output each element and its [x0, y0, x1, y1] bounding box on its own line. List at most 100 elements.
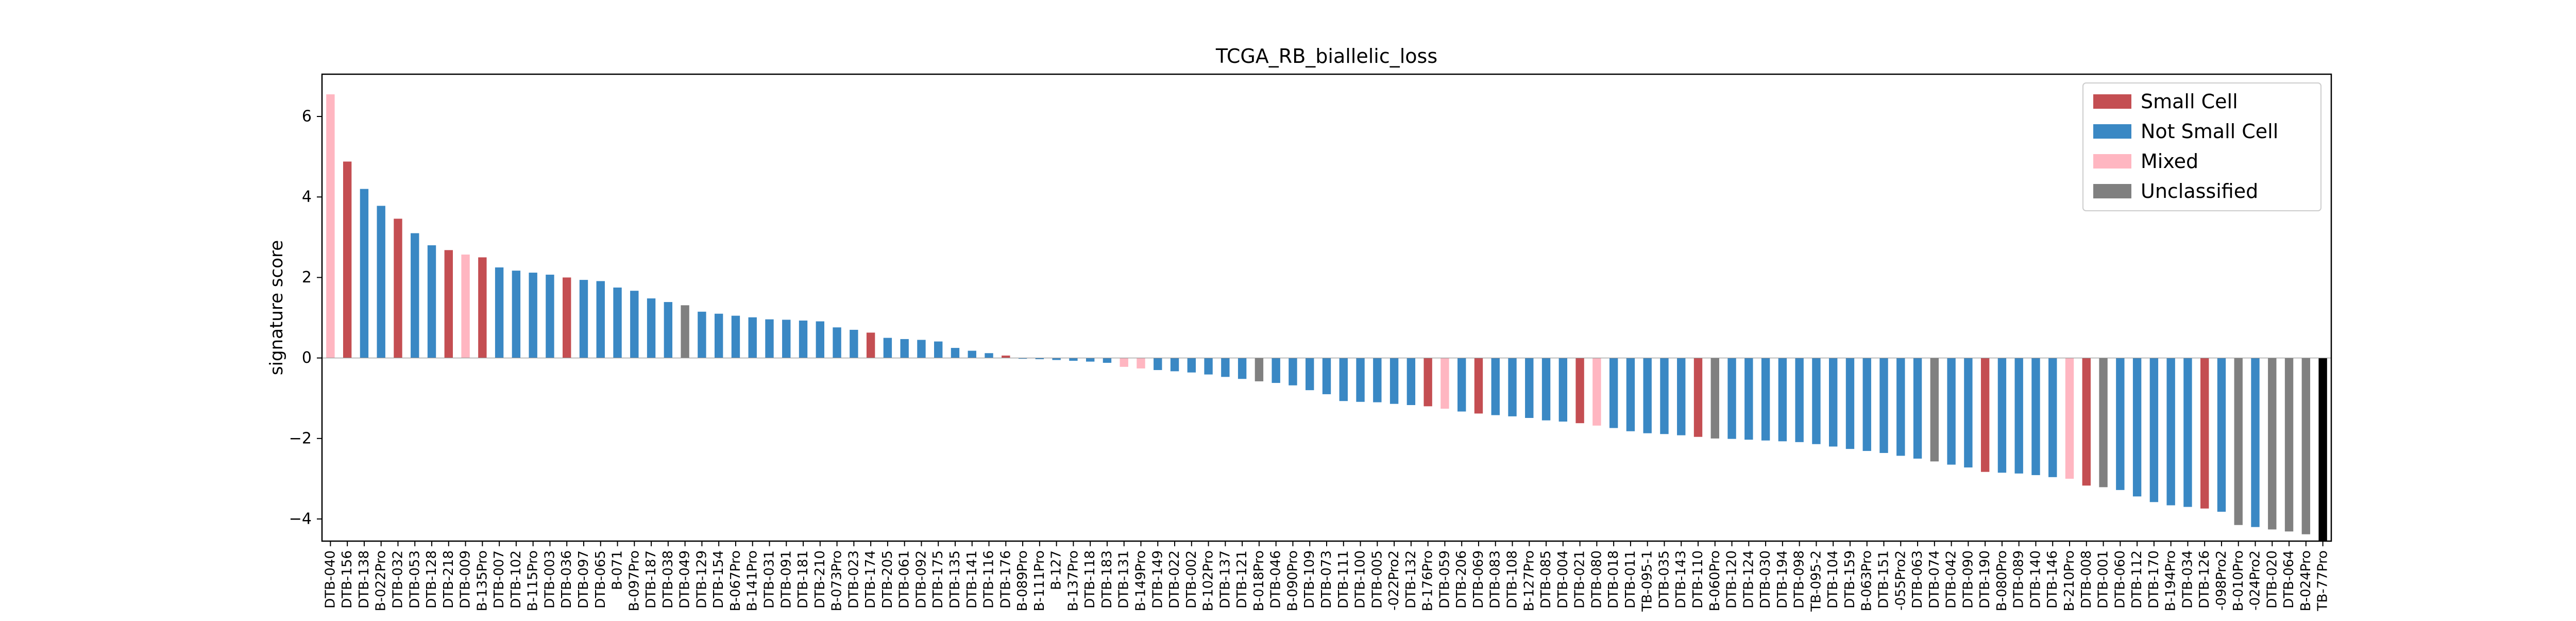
x-tick-label: DTB-073 — [1319, 550, 1334, 609]
bar — [1980, 358, 1990, 472]
x-tick-label: B-022Pro — [374, 550, 389, 611]
bar — [1879, 358, 1888, 453]
x-tick-label: DTB-187 — [643, 550, 659, 609]
x-tick-label: B-067Pro — [728, 550, 743, 611]
x-tick-label: B-194Pro — [2163, 550, 2179, 611]
x-tick-label: DTB-159 — [1842, 550, 1858, 609]
bar — [579, 280, 588, 358]
bar — [377, 206, 385, 358]
bar — [1474, 358, 1483, 414]
x-tick-label: DTB-138 — [357, 550, 372, 609]
bar — [1525, 358, 1534, 418]
x-tick-label: DTB-194 — [1775, 550, 1790, 609]
x-tick-label: DTB-100 — [1353, 550, 1368, 609]
x-tick-label: DTB-190 — [1977, 550, 1993, 609]
bar — [1238, 358, 1247, 379]
x-tick-label: DTB-065 — [593, 550, 608, 609]
bar — [1660, 358, 1669, 434]
x-tick-label: B-141Pro — [745, 550, 760, 611]
x-tick-label: DTB-030 — [1758, 550, 1773, 609]
x-tick-label: DTB-154 — [711, 550, 726, 609]
bar — [1930, 358, 1939, 462]
bar — [2200, 358, 2209, 509]
bar — [1221, 358, 1230, 377]
x-tick-label: DTB-205 — [880, 550, 895, 609]
x-tick-label: DTB-002 — [1184, 550, 1199, 609]
legend-label: Mixed — [2141, 150, 2198, 173]
x-tick-label: DTB-085 — [1538, 550, 1554, 609]
x-tick-label: B-063Pro — [1859, 550, 1875, 611]
bar — [1356, 358, 1365, 402]
bar — [1896, 358, 1905, 456]
x-tick-label: DTB-089 — [2011, 550, 2027, 609]
bar — [1609, 358, 1618, 428]
bar — [714, 313, 723, 358]
bar — [1002, 355, 1010, 358]
bar — [850, 329, 858, 358]
x-tick-label: DTB-156 — [340, 550, 355, 609]
bar — [360, 189, 369, 358]
legend-label: Unclassified — [2141, 180, 2258, 203]
bar — [1913, 358, 1922, 459]
x-tick-label: DTB-104 — [1825, 550, 1841, 609]
x-tick-label: DTB-053 — [407, 550, 422, 609]
x-tick-label: DTB-112 — [2129, 550, 2145, 609]
bar — [1761, 358, 1770, 441]
bar — [900, 339, 909, 358]
bar — [1693, 358, 1703, 437]
legend-box — [2082, 82, 2321, 211]
x-tick-label: B-090Pro — [1285, 550, 1300, 611]
x-tick-label: B-127Pro — [1521, 550, 1537, 611]
bar — [2251, 358, 2260, 527]
x-tick-label: DTB-007 — [492, 550, 507, 609]
bar — [1575, 358, 1584, 424]
x-tick-label: B-097Pro — [626, 550, 642, 611]
bar — [613, 287, 622, 358]
x-tick-label: DTB-170 — [2146, 550, 2162, 609]
y-tick-label: −2 — [289, 429, 312, 447]
x-tick-label: DTB-175 — [930, 550, 946, 609]
bar — [1373, 358, 1382, 402]
x-tick-label: B-071 — [610, 550, 625, 590]
bar — [2132, 358, 2142, 497]
x-tick-label: DTB-018 — [1606, 550, 1621, 609]
x-tick-label: DTB-176 — [998, 550, 1013, 609]
x-tick-label: B-073Pro — [829, 550, 845, 611]
x-tick-label: DTB-005 — [1369, 550, 1385, 609]
x-tick-label: -098Pro2 — [2214, 550, 2229, 611]
y-tick-label: 6 — [302, 108, 312, 126]
bar — [1170, 358, 1179, 372]
x-tick-label: DTB-143 — [1673, 550, 1689, 609]
x-tick-label: DTB-097 — [576, 550, 591, 609]
chart-title: TCGA_RB_biallelic_loss — [1215, 45, 1437, 68]
bar — [1018, 358, 1027, 359]
bar — [2183, 358, 2192, 507]
x-tick-label: DTB-146 — [2045, 550, 2060, 609]
x-tick-label: DTB-098 — [1792, 550, 1807, 609]
x-tick-label: DTB-060 — [2112, 550, 2128, 609]
bar — [563, 277, 571, 358]
x-tick-label: B-018Pro — [1251, 550, 1267, 611]
bar — [799, 320, 808, 358]
bar — [816, 321, 824, 358]
x-tick-label: DTB-183 — [1099, 550, 1115, 609]
x-tick-label: DTB-080 — [1589, 550, 1604, 609]
bar — [1677, 358, 1686, 435]
x-tick-label: B-010Pro — [2231, 550, 2246, 611]
x-tick-label: DTB-090 — [1960, 550, 1976, 609]
x-tick-label: B-080Pro — [1994, 550, 2010, 611]
bar — [1255, 358, 1264, 381]
bar — [1406, 358, 1416, 406]
bar — [2234, 358, 2243, 525]
y-axis-ticks: −4 −2 0 2 4 6 — [289, 108, 322, 528]
x-tick-label: DTB-131 — [1116, 550, 1132, 609]
bar — [1306, 358, 1314, 391]
bar — [1744, 358, 1753, 440]
bar — [1845, 358, 1855, 449]
bar — [1947, 358, 1956, 465]
x-tick-label: DTB-063 — [1910, 550, 1925, 609]
x-tick-label: TB-77Pro — [2315, 550, 2331, 611]
x-tick-label: DTB-020 — [2264, 550, 2280, 609]
bar — [2149, 358, 2159, 502]
